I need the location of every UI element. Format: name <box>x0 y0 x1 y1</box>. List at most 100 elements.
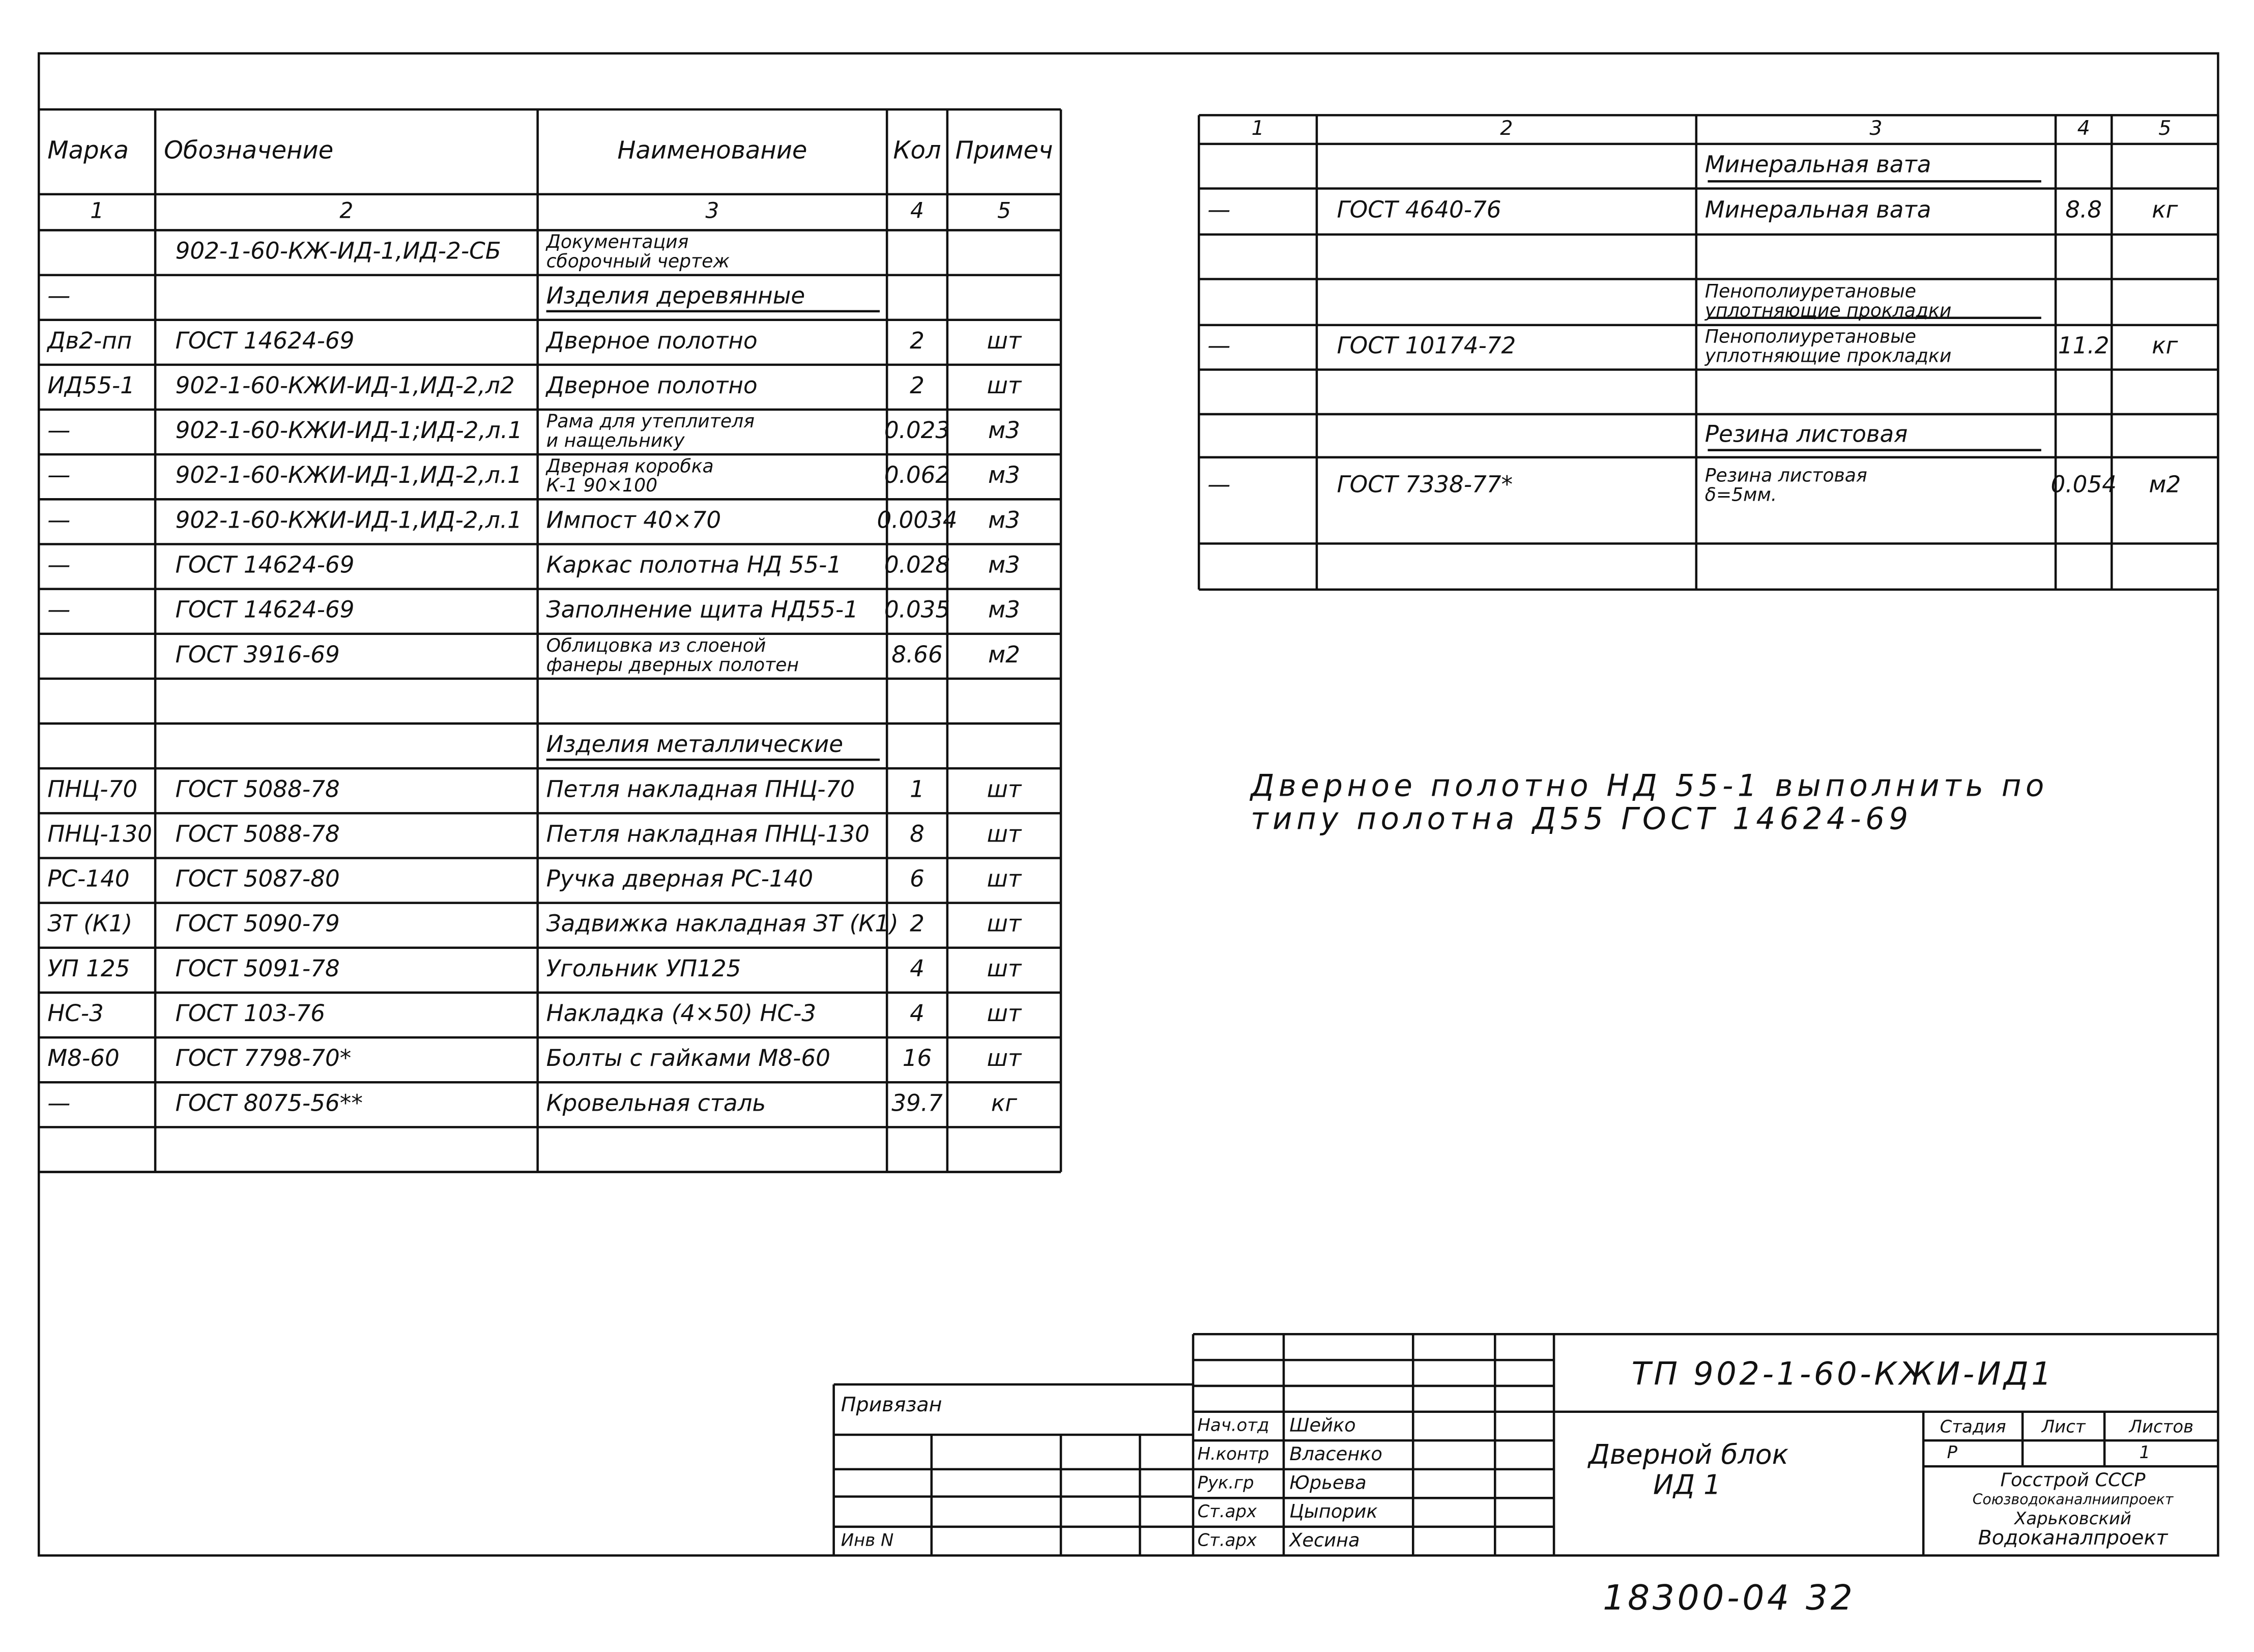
document-name: Дверной блок <box>1587 1438 1789 1470</box>
organization: Водоканалпроект <box>1978 1526 2169 1549</box>
cell-text: 8 <box>910 820 924 847</box>
cell-text: Обозначение <box>164 136 333 164</box>
cell-text: Дверная коробка <box>545 455 714 477</box>
cell-text: ГОСТ 10174-72 <box>1337 332 1516 359</box>
cell-text: шт <box>987 955 1022 982</box>
stage-value: Р <box>1947 1442 1957 1462</box>
cell-text: м3 <box>988 461 1020 488</box>
cell-text: 0.0034 <box>877 506 957 533</box>
signature-name: Юрьева <box>1289 1472 1366 1494</box>
cell-text: Каркас полотна НД 55-1 <box>546 552 842 578</box>
cell-text: — <box>47 417 70 444</box>
cell-text: Кол <box>893 136 941 164</box>
cell-text: 0.023 <box>884 417 950 444</box>
cell-text: Петля накладная ПНЦ-70 <box>546 775 855 802</box>
cell-text: 3 <box>1869 117 1882 140</box>
cell-text: кг <box>2152 196 2178 223</box>
cell-text: — <box>1207 332 1230 359</box>
signature-role: Ст.арх <box>1197 1530 1257 1550</box>
cell-text: Пенополиуретановые <box>1705 280 1916 302</box>
cell-text: М8-60 <box>47 1045 120 1071</box>
cell-text: Накладка (4×50) НС-3 <box>546 1000 816 1027</box>
cell-text: 2 <box>910 372 924 399</box>
cell-text: 1 <box>90 198 104 223</box>
cell-text: Минеральная вата <box>1705 151 1931 178</box>
cell-text: шт <box>987 1045 1022 1071</box>
cell-text: м3 <box>988 506 1020 533</box>
cell-text: РС-140 <box>47 865 129 892</box>
cell-text: ГОСТ 4640-76 <box>1337 196 1501 223</box>
cell-text: ГОСТ 5088-78 <box>176 820 340 847</box>
sheets-value: 1 <box>2139 1442 2150 1462</box>
cell-text: 902-1-60-КЖИ-ИД-1,ИД-2,л.1 <box>176 461 522 488</box>
cell-text: — <box>47 596 70 623</box>
cell-text: сборочный чертеж <box>546 250 730 272</box>
cell-text: шт <box>987 775 1022 802</box>
cell-text: шт <box>987 820 1022 847</box>
cell-text: Кровельная сталь <box>546 1089 766 1116</box>
cell-text: 0.054 <box>2051 471 2117 498</box>
cell-text: 902-1-60-КЖИ-ИД-1;ИД-2,л.1 <box>176 417 523 444</box>
cell-text: и нащельнику <box>546 429 685 451</box>
cell-text: Дв2-пп <box>46 327 132 354</box>
cell-text: Дверное полотно <box>545 372 758 399</box>
cell-text: — <box>1207 196 1230 223</box>
note-text: Дверное полотно НД 55-1 выполнить по <box>1249 768 2048 803</box>
cell-text: шт <box>987 910 1022 937</box>
cell-text: 0.035 <box>884 596 950 623</box>
cell-text: 0.028 <box>884 552 950 578</box>
cell-text: 16 <box>903 1045 932 1071</box>
cell-text: ГОСТ 5087-80 <box>176 865 340 892</box>
cell-text: ПНЦ-130 <box>47 820 152 847</box>
cell-text: Угольник УП125 <box>546 955 741 982</box>
cell-text: 1 <box>1252 117 1264 140</box>
cell-text: ГОСТ 103-76 <box>176 1000 325 1027</box>
cell-text: 8.66 <box>891 641 943 668</box>
organization: Союзводоканалниипроект <box>1973 1491 2174 1508</box>
cell-text: фанеры дверных полотен <box>546 654 799 676</box>
cell-text: ПНЦ-70 <box>47 775 137 802</box>
cell-text: 39.7 <box>891 1089 943 1116</box>
cell-text: Резина листовая <box>1705 420 1908 447</box>
cell-text: 6 <box>910 865 924 892</box>
inventory-label: Инв N <box>841 1530 894 1550</box>
stage-header: Лист <box>2041 1416 2086 1436</box>
note-text: типу полотна Д55 ГОСТ 14624-69 <box>1251 801 1913 836</box>
cell-text: Минеральная вата <box>1705 196 1931 223</box>
signature-name: Цыпорик <box>1289 1500 1377 1522</box>
cell-text: ГОСТ 3916-69 <box>176 641 340 668</box>
cell-text: м3 <box>988 552 1020 578</box>
cell-text: шт <box>987 1000 1022 1027</box>
cell-text: — <box>47 461 70 488</box>
cell-text: Петля накладная ПНЦ-130 <box>546 820 870 847</box>
cell-text: Документация <box>545 231 689 253</box>
cell-text: ГОСТ 8075-56** <box>176 1089 363 1116</box>
cell-text: м2 <box>2149 471 2181 498</box>
organization: Госстрой СССР <box>2000 1469 2146 1491</box>
cell-text: УП 125 <box>47 955 130 982</box>
cell-text: Облицовка из слоеной <box>546 634 766 656</box>
cell-text: — <box>1207 471 1230 498</box>
cell-text: 0.062 <box>884 461 950 488</box>
cell-text: δ=5мм. <box>1705 483 1777 505</box>
cell-text: ГОСТ 5090-79 <box>176 910 340 937</box>
cell-text: ГОСТ 14624-69 <box>176 327 355 354</box>
cell-text: Изделия металлические <box>546 731 844 758</box>
cell-text: ГОСТ 14624-69 <box>176 552 355 578</box>
cell-text: 4 <box>910 198 924 223</box>
cell-text: 5 <box>2158 117 2171 140</box>
cell-text: шт <box>987 372 1022 399</box>
cell-text: — <box>47 552 70 578</box>
cell-text: Задвижка накладная ЗТ (К1) <box>546 910 899 937</box>
cell-text: м3 <box>988 596 1020 623</box>
signature-name: Шейко <box>1289 1414 1355 1436</box>
cell-text: ГОСТ 14624-69 <box>176 596 355 623</box>
cell-text: Рама для утеплителя <box>546 410 755 432</box>
cell-text: 902-1-60-КЖИ-ИД-1,ИД-2,л.1 <box>176 506 522 533</box>
cell-text: 4 <box>910 1000 924 1027</box>
cell-text: ГОСТ 7798-70* <box>176 1045 352 1071</box>
cell-text: Марка <box>47 136 129 164</box>
signature-role: Н.контр <box>1197 1444 1269 1464</box>
signature-role: Рук.гр <box>1197 1473 1254 1493</box>
